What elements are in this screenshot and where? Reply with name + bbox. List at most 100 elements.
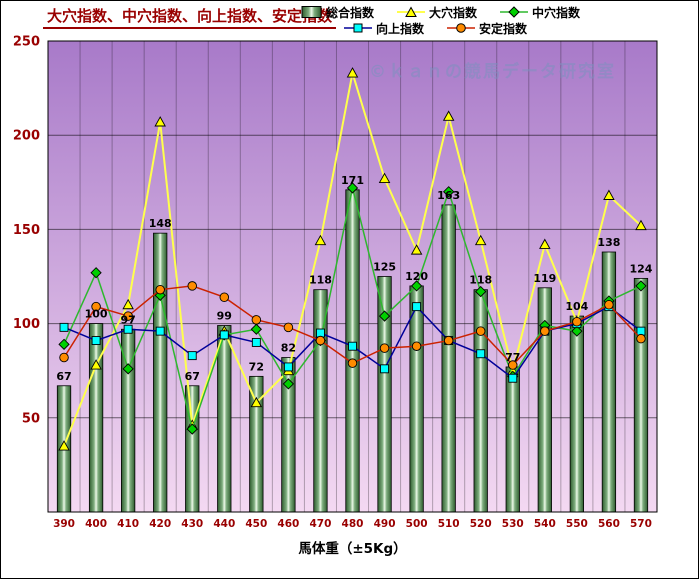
circle-marker <box>540 326 550 336</box>
square-marker <box>187 351 197 361</box>
diamond-marker <box>378 310 391 322</box>
circle-marker <box>155 284 165 295</box>
triangle-marker <box>410 244 423 255</box>
square-marker <box>155 326 165 336</box>
diamond-marker <box>346 182 359 194</box>
diamond-marker <box>186 423 198 435</box>
bar-value-label: 97 <box>120 313 135 326</box>
x-tick-label: 460 <box>277 518 299 530</box>
triangle-marker <box>474 234 487 246</box>
bar-value-label: 67 <box>56 370 71 383</box>
circle-marker <box>411 341 422 351</box>
circle-marker <box>508 360 518 370</box>
legend-label: 向上指数 <box>376 21 425 36</box>
diamond-marker-icon <box>499 5 529 19</box>
watermark: ©ｋａｎの競馬データ研究室 <box>369 61 616 82</box>
diamond-marker <box>475 285 487 298</box>
x-tick-label: 470 <box>309 518 331 530</box>
square-marker <box>476 349 486 359</box>
x-tick-label: 510 <box>438 518 460 530</box>
bar-value-label: 100 <box>85 308 108 321</box>
bar-value-label: 125 <box>373 261 396 274</box>
bar-value-label: 119 <box>533 272 556 285</box>
triangle-marker <box>90 359 102 370</box>
x-tick-label: 410 <box>117 518 139 530</box>
circle-marker <box>636 333 646 344</box>
bar-value-label: 82 <box>281 342 296 355</box>
legend: 総合指数 大穴指数 中穴指数 向上指数 安定指数 <box>301 4 686 36</box>
triangle-marker <box>378 172 391 183</box>
bar-470 <box>313 289 328 513</box>
bar-value-label: 138 <box>597 236 620 249</box>
y-tick-label: 50 <box>22 411 40 426</box>
triangle-marker <box>603 189 615 200</box>
bar-560 <box>601 251 617 513</box>
bar-value-label: 118 <box>469 274 492 287</box>
x-axis-title: 馬体重（±5Kg） <box>298 541 407 557</box>
bar-420 <box>153 232 168 513</box>
bar-430 <box>185 385 200 513</box>
square-marker <box>412 302 422 312</box>
square-marker <box>283 362 293 372</box>
square-marker <box>91 336 101 346</box>
diamond-marker <box>58 338 70 350</box>
legend-row-1: 総合指数 大穴指数 中穴指数 <box>301 4 686 20</box>
triangle-marker <box>635 219 647 231</box>
circle-marker <box>443 335 454 346</box>
square-marker <box>380 364 390 374</box>
legend-item-ooana: 大穴指数 <box>396 4 477 21</box>
circle-marker <box>347 358 358 368</box>
triangle-marker <box>154 116 166 127</box>
bar-value-label: 124 <box>629 262 652 275</box>
triangle-marker <box>539 238 551 249</box>
x-tick-label: 400 <box>85 518 107 530</box>
circle-marker <box>475 326 486 336</box>
bar-value-label: 118 <box>309 274 332 287</box>
y-tick-label: 250 <box>13 35 40 50</box>
triangle-marker <box>314 234 327 246</box>
x-tick-label: 560 <box>598 518 620 530</box>
circle-marker <box>187 281 197 291</box>
bar-510 <box>441 204 456 513</box>
bar-value-label: 163 <box>437 189 460 202</box>
bar-400 <box>88 323 104 513</box>
bar-value-label: 120 <box>405 270 428 283</box>
circle-marker <box>283 322 294 333</box>
x-tick-label: 520 <box>470 518 492 530</box>
bar-530 <box>505 366 520 513</box>
circle-marker <box>572 316 582 327</box>
x-tick-label: 540 <box>534 518 556 530</box>
triangle-marker <box>346 67 359 78</box>
legend-label: 大穴指数 <box>429 5 478 20</box>
bar-550 <box>569 315 584 513</box>
circle-marker <box>315 335 326 346</box>
diamond-marker <box>122 363 134 375</box>
bar-value-label: 99 <box>217 309 232 322</box>
legend-label: 安定指数 <box>479 21 528 36</box>
diamond-marker <box>410 280 423 292</box>
diamond-marker <box>90 267 102 279</box>
circle-marker <box>123 311 133 321</box>
square-marker <box>219 330 229 340</box>
square-marker <box>348 341 357 351</box>
diamond-marker <box>282 378 295 390</box>
x-tick-label: 570 <box>630 518 652 530</box>
x-tick-label: 530 <box>502 518 524 530</box>
triangle-marker <box>58 440 70 451</box>
bar-480 <box>345 189 360 513</box>
square-marker <box>59 322 69 332</box>
triangle-marker <box>442 110 455 121</box>
x-tick-label: 420 <box>149 518 171 530</box>
bar-500 <box>409 285 424 513</box>
legend-item-kojo: 向上指数 <box>343 20 424 37</box>
triangle-marker <box>250 396 263 408</box>
circle-marker <box>251 315 262 325</box>
diamond-marker <box>443 186 455 198</box>
x-tick-label: 490 <box>374 518 396 530</box>
circle-marker <box>604 300 614 310</box>
x-tick-label: 440 <box>213 518 235 530</box>
plot-border <box>47 40 658 513</box>
chart-title: 大穴指数、中穴指数、向上指数、安定指数 <box>43 5 337 29</box>
bar-value-label: 72 <box>249 360 264 373</box>
